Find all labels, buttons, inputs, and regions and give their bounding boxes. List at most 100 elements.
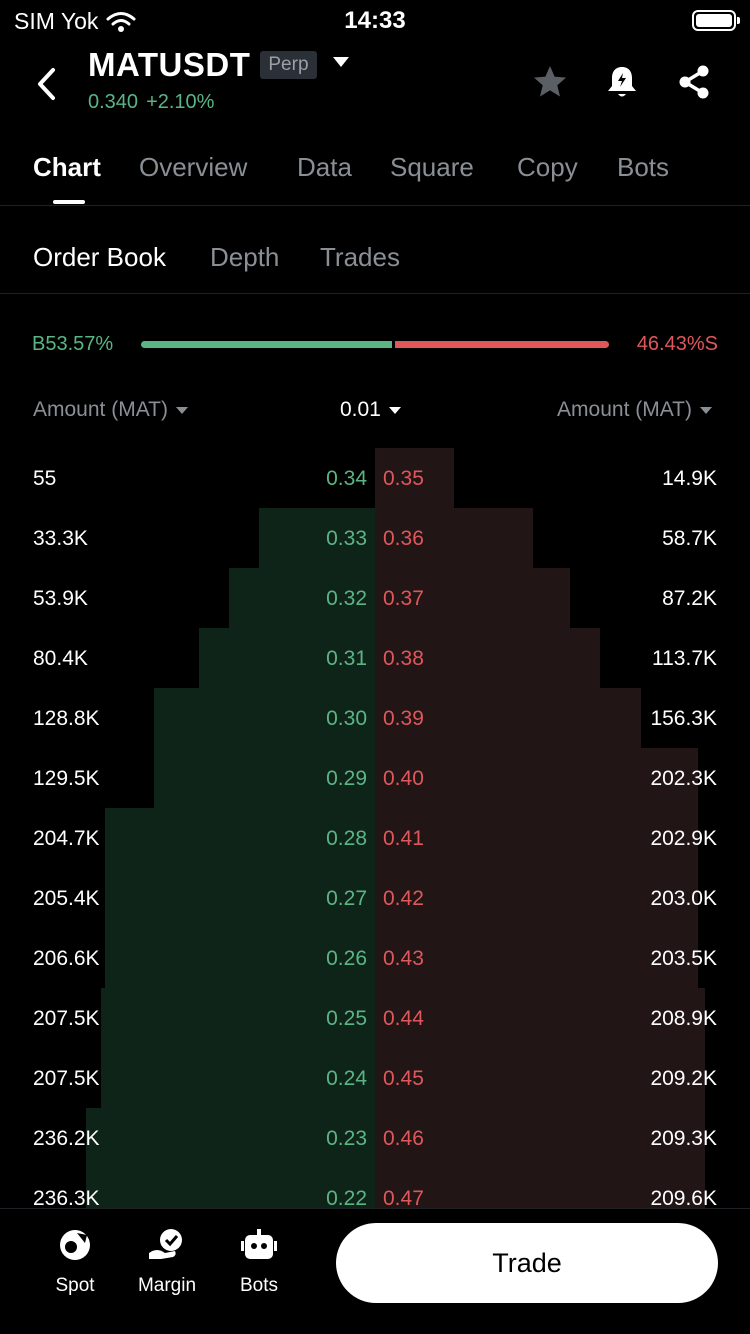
precision-value: 0.01 bbox=[340, 398, 381, 421]
ask-price: 0.37 bbox=[383, 587, 424, 610]
bid-price: 0.31 bbox=[326, 647, 367, 670]
spot-button[interactable]: Spot bbox=[30, 1225, 120, 1297]
bid-price: 0.25 bbox=[326, 1007, 367, 1030]
ask-price: 0.41 bbox=[383, 827, 424, 850]
bid-amount: 128.8K bbox=[33, 707, 100, 730]
tab-trades[interactable]: Trades bbox=[320, 242, 400, 272]
ask-price: 0.46 bbox=[383, 1127, 424, 1150]
order-book-row[interactable]: 236.2K 0.23 0.46 209.3K bbox=[0, 1108, 750, 1168]
order-book-row[interactable]: 204.7K 0.28 0.41 202.9K bbox=[0, 808, 750, 868]
share-icon bbox=[679, 65, 709, 99]
share-button[interactable] bbox=[674, 62, 714, 102]
bid-amount: 236.2K bbox=[33, 1127, 100, 1150]
battery-icon bbox=[692, 10, 740, 31]
order-book-header: Amount (MAT) 0.01 Amount (MAT) bbox=[0, 398, 750, 428]
tab-chart[interactable]: Chart bbox=[33, 152, 101, 182]
ratio-bar bbox=[141, 341, 609, 348]
order-book-row[interactable]: 33.3K 0.33 0.36 58.7K bbox=[0, 508, 750, 568]
ask-price: 0.45 bbox=[383, 1067, 424, 1090]
ask-price: 0.39 bbox=[383, 707, 424, 730]
ask-amount: 209.2K bbox=[650, 1067, 717, 1090]
ask-price: 0.38 bbox=[383, 647, 424, 670]
tab-order-book[interactable]: Order Book bbox=[33, 242, 166, 272]
bots-label: Bots bbox=[239, 1275, 279, 1296]
bid-depth-bar bbox=[105, 928, 375, 988]
tab-data[interactable]: Data bbox=[297, 152, 352, 182]
ask-amount: 113.7K bbox=[652, 647, 717, 670]
ask-depth-bar bbox=[375, 688, 641, 748]
chevron-down-icon bbox=[700, 406, 712, 414]
bid-price: 0.34 bbox=[326, 467, 367, 490]
bid-price: 0.29 bbox=[326, 767, 367, 790]
order-book-row[interactable]: 206.6K 0.26 0.43 203.5K bbox=[0, 928, 750, 988]
favorite-button[interactable] bbox=[530, 62, 570, 102]
bid-depth-bar bbox=[86, 1108, 375, 1168]
ask-amount: 58.7K bbox=[662, 527, 717, 550]
chevron-down-icon bbox=[388, 406, 401, 414]
order-book-row[interactable]: 236.3K 0.22 0.47 209.6K bbox=[0, 1168, 750, 1208]
ask-amount: 209.3K bbox=[650, 1127, 717, 1150]
order-book-row[interactable]: 205.4K 0.27 0.42 203.0K bbox=[0, 868, 750, 928]
bid-price: 0.24 bbox=[326, 1067, 367, 1090]
bid-amount: 236.3K bbox=[33, 1187, 100, 1208]
bid-price: 0.28 bbox=[326, 827, 367, 850]
bots-button[interactable]: Bots bbox=[214, 1225, 304, 1297]
bid-amount: 80.4K bbox=[33, 647, 88, 670]
ask-amount: 87.2K bbox=[662, 587, 717, 610]
ask-depth-bar bbox=[375, 1048, 705, 1108]
spot-label: Spot bbox=[55, 1275, 95, 1296]
order-book-row[interactable]: 55 0.34 0.35 14.9K bbox=[0, 448, 750, 508]
bid-price: 0.30 bbox=[326, 707, 367, 730]
precision-selector[interactable]: 0.01 bbox=[340, 398, 401, 422]
order-book-row[interactable]: 207.5K 0.25 0.44 208.9K bbox=[0, 988, 750, 1048]
ask-depth-bar bbox=[375, 448, 454, 508]
ask-amount: 208.9K bbox=[650, 1007, 717, 1030]
ask-amount-unit-selector[interactable]: Amount (MAT) bbox=[557, 398, 712, 422]
trade-button[interactable]: Trade bbox=[336, 1223, 718, 1303]
sell-ratio-label: 46.43%S bbox=[637, 333, 718, 356]
margin-button[interactable]: Margin bbox=[122, 1225, 212, 1297]
ask-amount: 202.9K bbox=[650, 827, 717, 850]
bid-amount: 33.3K bbox=[33, 527, 88, 550]
tab-copy[interactable]: Copy bbox=[517, 152, 578, 182]
bid-amount: 206.6K bbox=[33, 947, 100, 970]
ask-price: 0.35 bbox=[383, 467, 424, 490]
symbol-selector[interactable]: MATUSDT Perp bbox=[88, 46, 349, 84]
order-book[interactable]: 55 0.34 0.35 14.9K 33.3K 0.33 0.36 58.7K 53.9K 0.… bbox=[0, 448, 750, 1208]
status-bar: SIM Yok 14:33 bbox=[0, 0, 750, 40]
bid-amount: 207.5K bbox=[33, 1067, 100, 1090]
alert-button[interactable] bbox=[602, 62, 642, 102]
chevron-down-icon bbox=[175, 406, 188, 414]
back-icon bbox=[38, 68, 55, 100]
bid-depth-bar bbox=[154, 688, 375, 748]
spot-icon bbox=[60, 1230, 90, 1260]
order-book-row[interactable]: 207.5K 0.24 0.45 209.2K bbox=[0, 1048, 750, 1108]
bid-depth-bar bbox=[86, 1168, 375, 1208]
tab-bots[interactable]: Bots bbox=[617, 152, 670, 182]
star-icon bbox=[534, 66, 566, 97]
bid-price: 0.23 bbox=[326, 1127, 367, 1150]
order-book-row[interactable]: 128.8K 0.30 0.39 156.3K bbox=[0, 688, 750, 748]
ask-price: 0.42 bbox=[383, 887, 424, 910]
bid-amount: 205.4K bbox=[33, 887, 100, 910]
bid-amount: 55 bbox=[33, 467, 57, 490]
order-book-row[interactable]: 129.5K 0.29 0.40 202.3K bbox=[0, 748, 750, 808]
carrier-label: SIM Yok bbox=[14, 8, 99, 34]
active-tab-indicator bbox=[53, 200, 85, 204]
tab-depth[interactable]: Depth bbox=[210, 242, 280, 272]
bid-depth-bar bbox=[199, 628, 375, 688]
back-button[interactable] bbox=[26, 64, 66, 104]
bid-amount-unit-selector[interactable]: Amount (MAT) bbox=[33, 398, 188, 422]
bid-depth-bar bbox=[101, 988, 375, 1048]
clock: 14:33 bbox=[344, 7, 406, 34]
tab-overview[interactable]: Overview bbox=[139, 152, 248, 182]
order-book-row[interactable]: 80.4K 0.31 0.38 113.7K bbox=[0, 628, 750, 688]
ask-depth-bar bbox=[375, 808, 698, 868]
tab-square[interactable]: Square bbox=[390, 152, 474, 182]
price-change: +2.10% bbox=[146, 91, 215, 113]
bid-amount: 129.5K bbox=[33, 767, 100, 790]
bots-icon bbox=[241, 1229, 277, 1259]
ask-depth-bar bbox=[375, 988, 705, 1048]
sub-tabs: Order Book Depth Trades bbox=[0, 238, 750, 294]
order-book-row[interactable]: 53.9K 0.32 0.37 87.2K bbox=[0, 568, 750, 628]
